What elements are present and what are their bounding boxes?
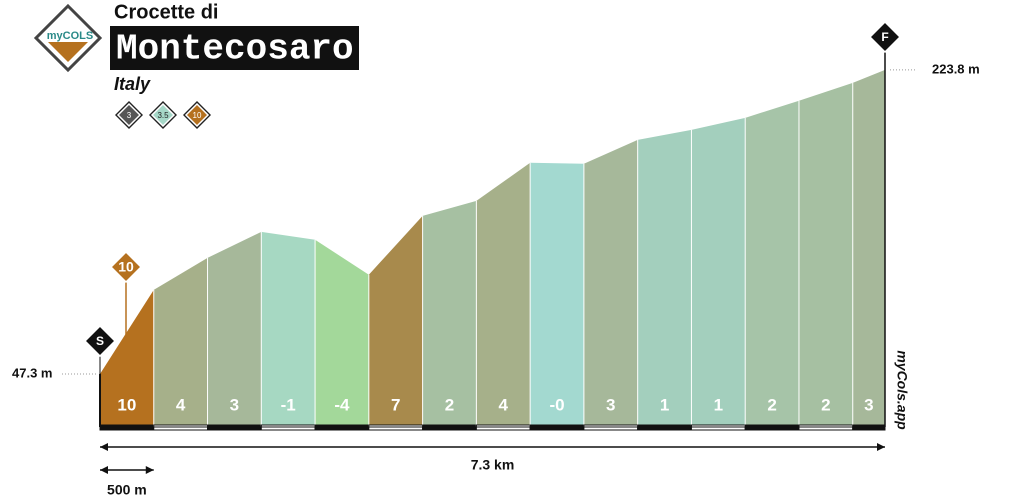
scale-arrow-head	[100, 466, 108, 474]
segment	[261, 231, 316, 427]
segment	[153, 257, 208, 427]
segment	[745, 100, 799, 428]
badge-label: 3.5	[157, 111, 169, 120]
gradient-label: 2	[445, 395, 454, 414]
badge-label: 3	[127, 111, 132, 120]
segment	[530, 162, 584, 427]
title-box	[110, 26, 359, 70]
badge	[150, 102, 176, 128]
subtitle: Crocette di	[114, 1, 218, 23]
finish-label: F	[881, 30, 888, 44]
logo-diamond	[33, 3, 103, 73]
elevation-label: 47.3 m	[12, 365, 52, 380]
gradient-label: 2	[767, 395, 776, 414]
elevation-label: 223.8 m	[932, 61, 980, 76]
segment	[798, 82, 853, 428]
scale-label: 500 m	[107, 482, 147, 498]
title: Montecosaro	[116, 29, 354, 70]
gradient-label: 3	[230, 395, 239, 414]
segment	[100, 289, 154, 427]
gradient-label: 3	[864, 395, 873, 414]
country: Italy	[114, 74, 151, 94]
start-label: S	[96, 334, 104, 348]
gradient-label: 4	[176, 395, 186, 414]
segment	[637, 129, 692, 427]
distance-label: 7.3 km	[471, 457, 515, 473]
distance-arrow-head	[877, 443, 885, 451]
logo-text: myCOLS	[47, 30, 93, 42]
start-marker	[83, 324, 117, 358]
segment	[422, 200, 477, 427]
segment	[315, 239, 369, 427]
segment	[852, 69, 885, 428]
segment	[476, 162, 531, 427]
distance-arrow-head	[100, 443, 108, 451]
gradient-label: 1	[660, 395, 669, 414]
segment	[691, 117, 746, 427]
badge	[184, 102, 210, 128]
badge-label: 10	[193, 111, 202, 120]
badge	[116, 102, 142, 128]
finish-marker	[868, 20, 902, 54]
logo-hill	[48, 42, 88, 62]
gradient-label: 2	[821, 395, 830, 414]
logo: myCOLS	[33, 3, 103, 73]
segment	[207, 231, 262, 427]
segment	[368, 215, 423, 427]
segment	[583, 139, 638, 428]
gradient-label: -4	[334, 395, 350, 414]
gradient-label: 10	[117, 395, 136, 414]
gradient-label: 1	[714, 395, 723, 414]
max-gradient-label: 10	[118, 259, 134, 275]
watermark: myCols.app	[894, 350, 910, 430]
gradient-label: -0	[549, 395, 564, 414]
gradient-label: -1	[281, 395, 296, 414]
scale-arrow-head	[145, 466, 154, 474]
gradient-label: 4	[499, 395, 509, 414]
max-gradient-marker	[109, 250, 143, 284]
gradient-label: 7	[391, 395, 400, 414]
gradient-label: 3	[606, 395, 615, 414]
